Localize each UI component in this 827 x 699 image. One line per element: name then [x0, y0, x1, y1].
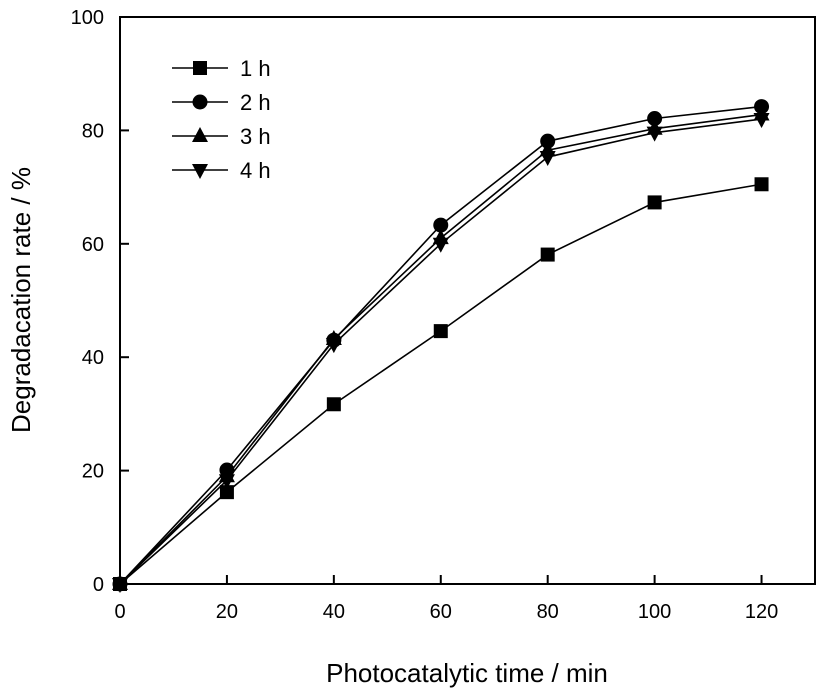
- y-tick-label: 0: [93, 574, 104, 596]
- y-tick-label: 60: [82, 234, 104, 256]
- data-point: [754, 177, 769, 192]
- data-point: [646, 126, 663, 142]
- x-tick-label: 60: [430, 601, 452, 623]
- x-tick-label: 0: [114, 601, 125, 623]
- series-line: [119, 118, 762, 585]
- legend-item: 1 h: [172, 56, 271, 81]
- series-2: [112, 99, 770, 592]
- data-point: [325, 338, 342, 354]
- legend-item: 3 h: [172, 124, 271, 149]
- y-tick-label: 20: [82, 461, 104, 483]
- legend-marker: [193, 61, 207, 75]
- legend-label: 2 h: [240, 90, 271, 115]
- legend-label: 4 h: [240, 158, 271, 183]
- data-point: [540, 133, 556, 149]
- data-point: [539, 151, 556, 167]
- x-tick-label: 20: [216, 601, 238, 623]
- legend-marker: [192, 94, 208, 110]
- x-tick-label: 100: [638, 601, 671, 623]
- series-4: [112, 113, 770, 593]
- series-1: [113, 177, 769, 591]
- data-point: [326, 397, 341, 412]
- series-line: [119, 113, 762, 585]
- data-point: [647, 110, 663, 126]
- plot-frame: [119, 16, 816, 585]
- data-point: [112, 578, 128, 593]
- data-point: [753, 113, 770, 129]
- data-point: [432, 237, 449, 253]
- data-point: [647, 195, 662, 210]
- y-tick-label: 100: [71, 7, 104, 29]
- x-tick-label: 40: [323, 601, 345, 623]
- data-point: [433, 217, 449, 233]
- y-tick-label: 80: [82, 120, 104, 142]
- legend-item: 2 h: [172, 90, 271, 115]
- data-point: [540, 247, 555, 262]
- y-axis-title: Degradacation rate / %: [6, 167, 36, 433]
- data-point: [218, 474, 235, 490]
- series-line: [119, 105, 762, 585]
- data-point: [219, 485, 234, 500]
- legend-item: 4 h: [172, 158, 271, 183]
- legend-marker: [192, 127, 208, 142]
- axes: 0 20 40 60 80 100 120 0 20 40 60 80 100: [71, 7, 816, 623]
- series-layer: [112, 99, 770, 593]
- legend-label: 3 h: [240, 124, 271, 149]
- legend-label: 1 h: [240, 56, 271, 81]
- x-axis-title: Photocatalytic time / min: [326, 658, 608, 688]
- legend: 1 h 2 h 3 h 4 h: [172, 56, 271, 183]
- legend-marker: [192, 164, 208, 179]
- data-point: [433, 324, 448, 339]
- x-tick-label: 120: [745, 601, 778, 623]
- y-tick-label: 40: [82, 347, 104, 369]
- series-3: [112, 105, 770, 590]
- x-tick-label: 80: [537, 601, 559, 623]
